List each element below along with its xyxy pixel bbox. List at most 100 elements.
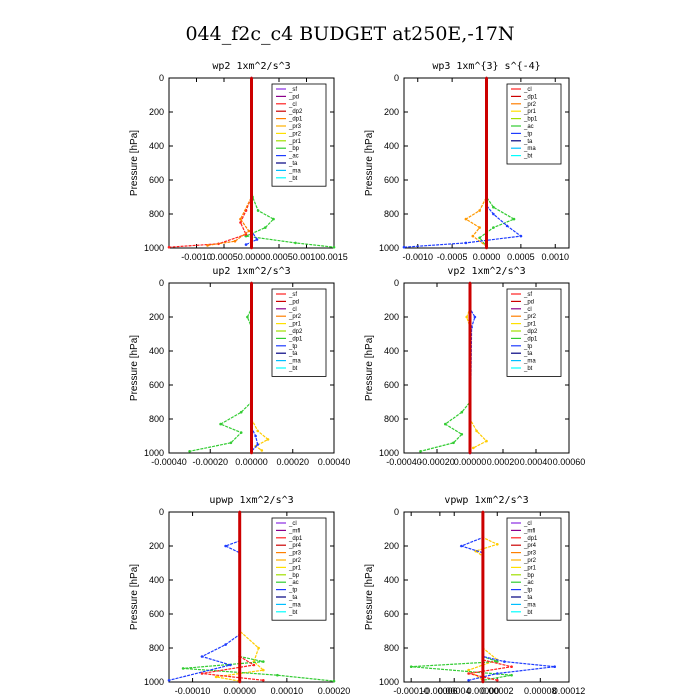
legend-label: _bp — [523, 573, 535, 579]
legend-label: _cl — [288, 307, 297, 313]
legend-label: _cl — [523, 521, 532, 527]
data-point — [272, 217, 275, 221]
legend-label: _sf — [523, 292, 532, 298]
legend-label: _dp2 — [523, 329, 538, 335]
data-point — [224, 544, 227, 548]
panel-1: wp2 1xm^2/s^302004006008001000-0.00100.0… — [129, 61, 348, 262]
legend-label: _pr2 — [288, 131, 302, 137]
legend: _sf_pd _cl_pr2 _pr1_dp2_dp1 _tp_ta _ma_bt — [506, 288, 562, 377]
legend-label: _cl — [523, 87, 532, 93]
y-axis-label: Pressure [hPa] — [364, 130, 375, 196]
y-tick-label: 600 — [384, 380, 399, 390]
data-point — [492, 212, 495, 216]
y-tick-label: 0 — [159, 507, 164, 517]
x-tick-label: 0.0005 — [210, 252, 238, 262]
x-tick-label: 0.00020 — [487, 457, 520, 467]
data-point — [510, 673, 513, 677]
x-tick-label: 0.00000 — [235, 457, 268, 467]
data-point — [229, 441, 233, 445]
legend-label: _bt — [523, 154, 533, 160]
data-point — [233, 239, 237, 243]
panel-5: upwp 1xm^2/s^3 0 200 400 600 800 1000 -0.00010 0… — [129, 495, 350, 696]
data-point — [206, 244, 209, 247]
x-tick-label: 0.00010 — [271, 686, 304, 696]
data-point — [266, 438, 270, 441]
data-point — [256, 209, 260, 212]
legend-label: _ma — [288, 359, 301, 365]
data-point — [229, 663, 232, 667]
data-point — [250, 246, 253, 250]
legend-label: _tp — [523, 344, 533, 350]
legend-label: _pr1 — [523, 109, 537, 115]
legend-label: _tp — [288, 344, 298, 350]
y-tick-label: 200 — [149, 107, 164, 117]
data-point — [481, 510, 485, 514]
y-tick-label: 1000 — [144, 243, 164, 253]
data-point — [247, 229, 251, 233]
x-tick-label: 0.00040 — [318, 457, 351, 467]
x-tick-label: 0.0015 — [320, 252, 348, 262]
data-point — [219, 422, 222, 426]
data-point — [239, 217, 242, 221]
legend-label: _bt — [523, 366, 533, 372]
legend-label: _cl — [288, 102, 297, 108]
legend-label: _pr4 — [288, 543, 302, 549]
x-tick-label: 0.00020 — [318, 686, 351, 696]
legend-label: _ma — [523, 359, 536, 365]
data-point — [224, 643, 227, 646]
legend-label: _ma — [288, 168, 301, 174]
legend-box — [271, 517, 327, 621]
legend-box — [506, 288, 562, 377]
legend-label: _pr2 — [288, 314, 302, 320]
data-point — [260, 449, 264, 452]
data-point — [478, 209, 481, 212]
data-point — [485, 76, 488, 80]
data-point — [496, 679, 499, 682]
legend-label: _pr1 — [523, 565, 537, 571]
y-tick-label: 0 — [159, 278, 164, 288]
data-point — [254, 434, 257, 438]
legend-label: _pr1 — [523, 322, 537, 328]
data-point — [250, 76, 253, 80]
x-tick-label: -0.00020 — [419, 457, 455, 467]
y-axis-label: Pressure [hPa] — [129, 335, 140, 401]
legend-label: _sf — [288, 292, 297, 298]
legend-label: _pr1 — [288, 565, 302, 571]
y-tick-label: 800 — [149, 209, 164, 219]
y-tick-label: 600 — [149, 380, 164, 390]
legend-label: _ac — [523, 580, 534, 586]
y-tick-label: 600 — [149, 175, 164, 185]
data-point — [276, 673, 279, 677]
legend-label: _pr3 — [523, 551, 537, 557]
x-tick-label: 0.00000 — [223, 686, 256, 696]
data-point — [460, 433, 464, 436]
data-point — [167, 245, 171, 249]
data-point — [452, 441, 455, 445]
y-tick-label: 400 — [384, 141, 399, 151]
y-tick-label: 1000 — [379, 677, 399, 687]
legend-label: _dp1 — [523, 336, 538, 342]
data-point — [467, 668, 470, 672]
legend-label: _bt — [523, 610, 533, 616]
x-tick-label: 0.00060 — [553, 457, 586, 467]
legend-label: _dp1 — [523, 536, 538, 542]
data-point — [402, 245, 406, 249]
legend: _cl_dp1 _pr2_pr1 _bp1_ac_tp _ta_ma _bt — [506, 83, 562, 165]
legend-label: _sf — [288, 87, 297, 93]
legend: _sf_pd _cl_dp2 _dp1_pr3_pr2 _pr1_bp _ac_ta_m… — [271, 83, 327, 187]
data-point — [332, 679, 336, 683]
legend-label: _ma — [523, 146, 536, 152]
legend-label: _dp1 — [288, 117, 303, 123]
data-point — [468, 451, 472, 455]
legend-box — [506, 83, 562, 165]
data-point — [471, 234, 475, 238]
data-point — [409, 665, 413, 668]
data-point — [262, 660, 265, 663]
data-point — [485, 246, 488, 250]
legend-label: _ac — [523, 124, 534, 130]
legend-label: _pr2 — [288, 558, 302, 564]
legend-label: _dp1 — [288, 336, 303, 342]
data-point — [255, 238, 259, 241]
legend-label: _ta — [523, 351, 533, 357]
data-point — [464, 241, 468, 245]
